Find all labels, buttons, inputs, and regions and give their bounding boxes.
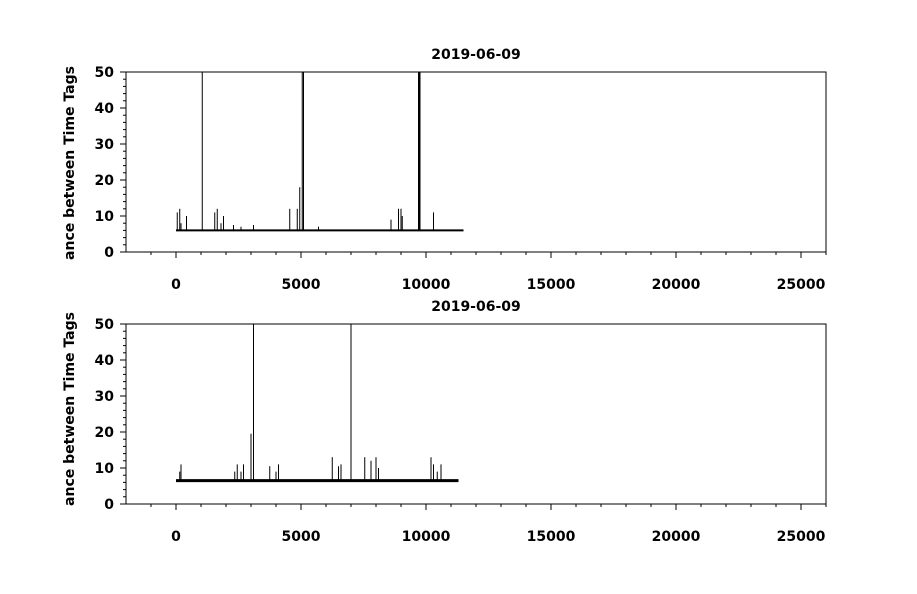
x-tick-label: 10000 <box>402 529 451 545</box>
y-tick-label: 10 <box>95 209 115 225</box>
x-tick-label: 10000 <box>402 277 451 293</box>
x-tick-label: 25000 <box>777 277 826 293</box>
y-tick-label: 0 <box>104 497 114 513</box>
chart-title: 2019-06-09 <box>431 299 521 315</box>
x-tick-label: 0 <box>171 529 181 545</box>
y-tick-label: 30 <box>95 137 115 153</box>
plot-frame <box>125 71 827 253</box>
y-tick-label: 10 <box>95 461 115 477</box>
x-tick-label: 5000 <box>282 529 321 545</box>
y-tick-label: 40 <box>95 101 115 117</box>
chart-panel-bottom: 2019-06-09 ance between Time Tags 0 10 20 3… <box>62 299 827 545</box>
y-tick-label: 0 <box>104 245 114 261</box>
y-tick-label: 20 <box>95 425 115 441</box>
y-tick-label: 20 <box>95 173 115 189</box>
plot-area: 0 10 20 30 40 50 0 5000 10000 15000 20000 25000 <box>95 65 827 293</box>
x-tick-label: 0 <box>171 277 181 293</box>
plot-frame <box>125 323 827 505</box>
chart-title: 2019-06-09 <box>431 47 521 63</box>
x-tick-label: 15000 <box>527 277 576 293</box>
y-tick-label: 50 <box>95 317 115 333</box>
x-tick-label: 5000 <box>282 277 321 293</box>
y-tick-label: 50 <box>95 65 115 81</box>
x-tick-label: 25000 <box>777 529 826 545</box>
x-tick-label: 20000 <box>652 277 701 293</box>
x-tick-label: 20000 <box>652 529 701 545</box>
x-tick-label: 15000 <box>527 529 576 545</box>
y-tick-label: 30 <box>95 389 115 405</box>
y-tick-label: 40 <box>95 353 115 369</box>
chart-panel-top: 2019-06-09 ance between Time Tags 0 10 20 3… <box>62 47 827 293</box>
y-axis-label: ance between Time Tags <box>62 312 78 506</box>
y-axis-label: ance between Time Tags <box>62 66 78 260</box>
plot-area: 0 10 20 30 40 50 0 5000 10000 15000 20000 25000 <box>95 317 827 545</box>
